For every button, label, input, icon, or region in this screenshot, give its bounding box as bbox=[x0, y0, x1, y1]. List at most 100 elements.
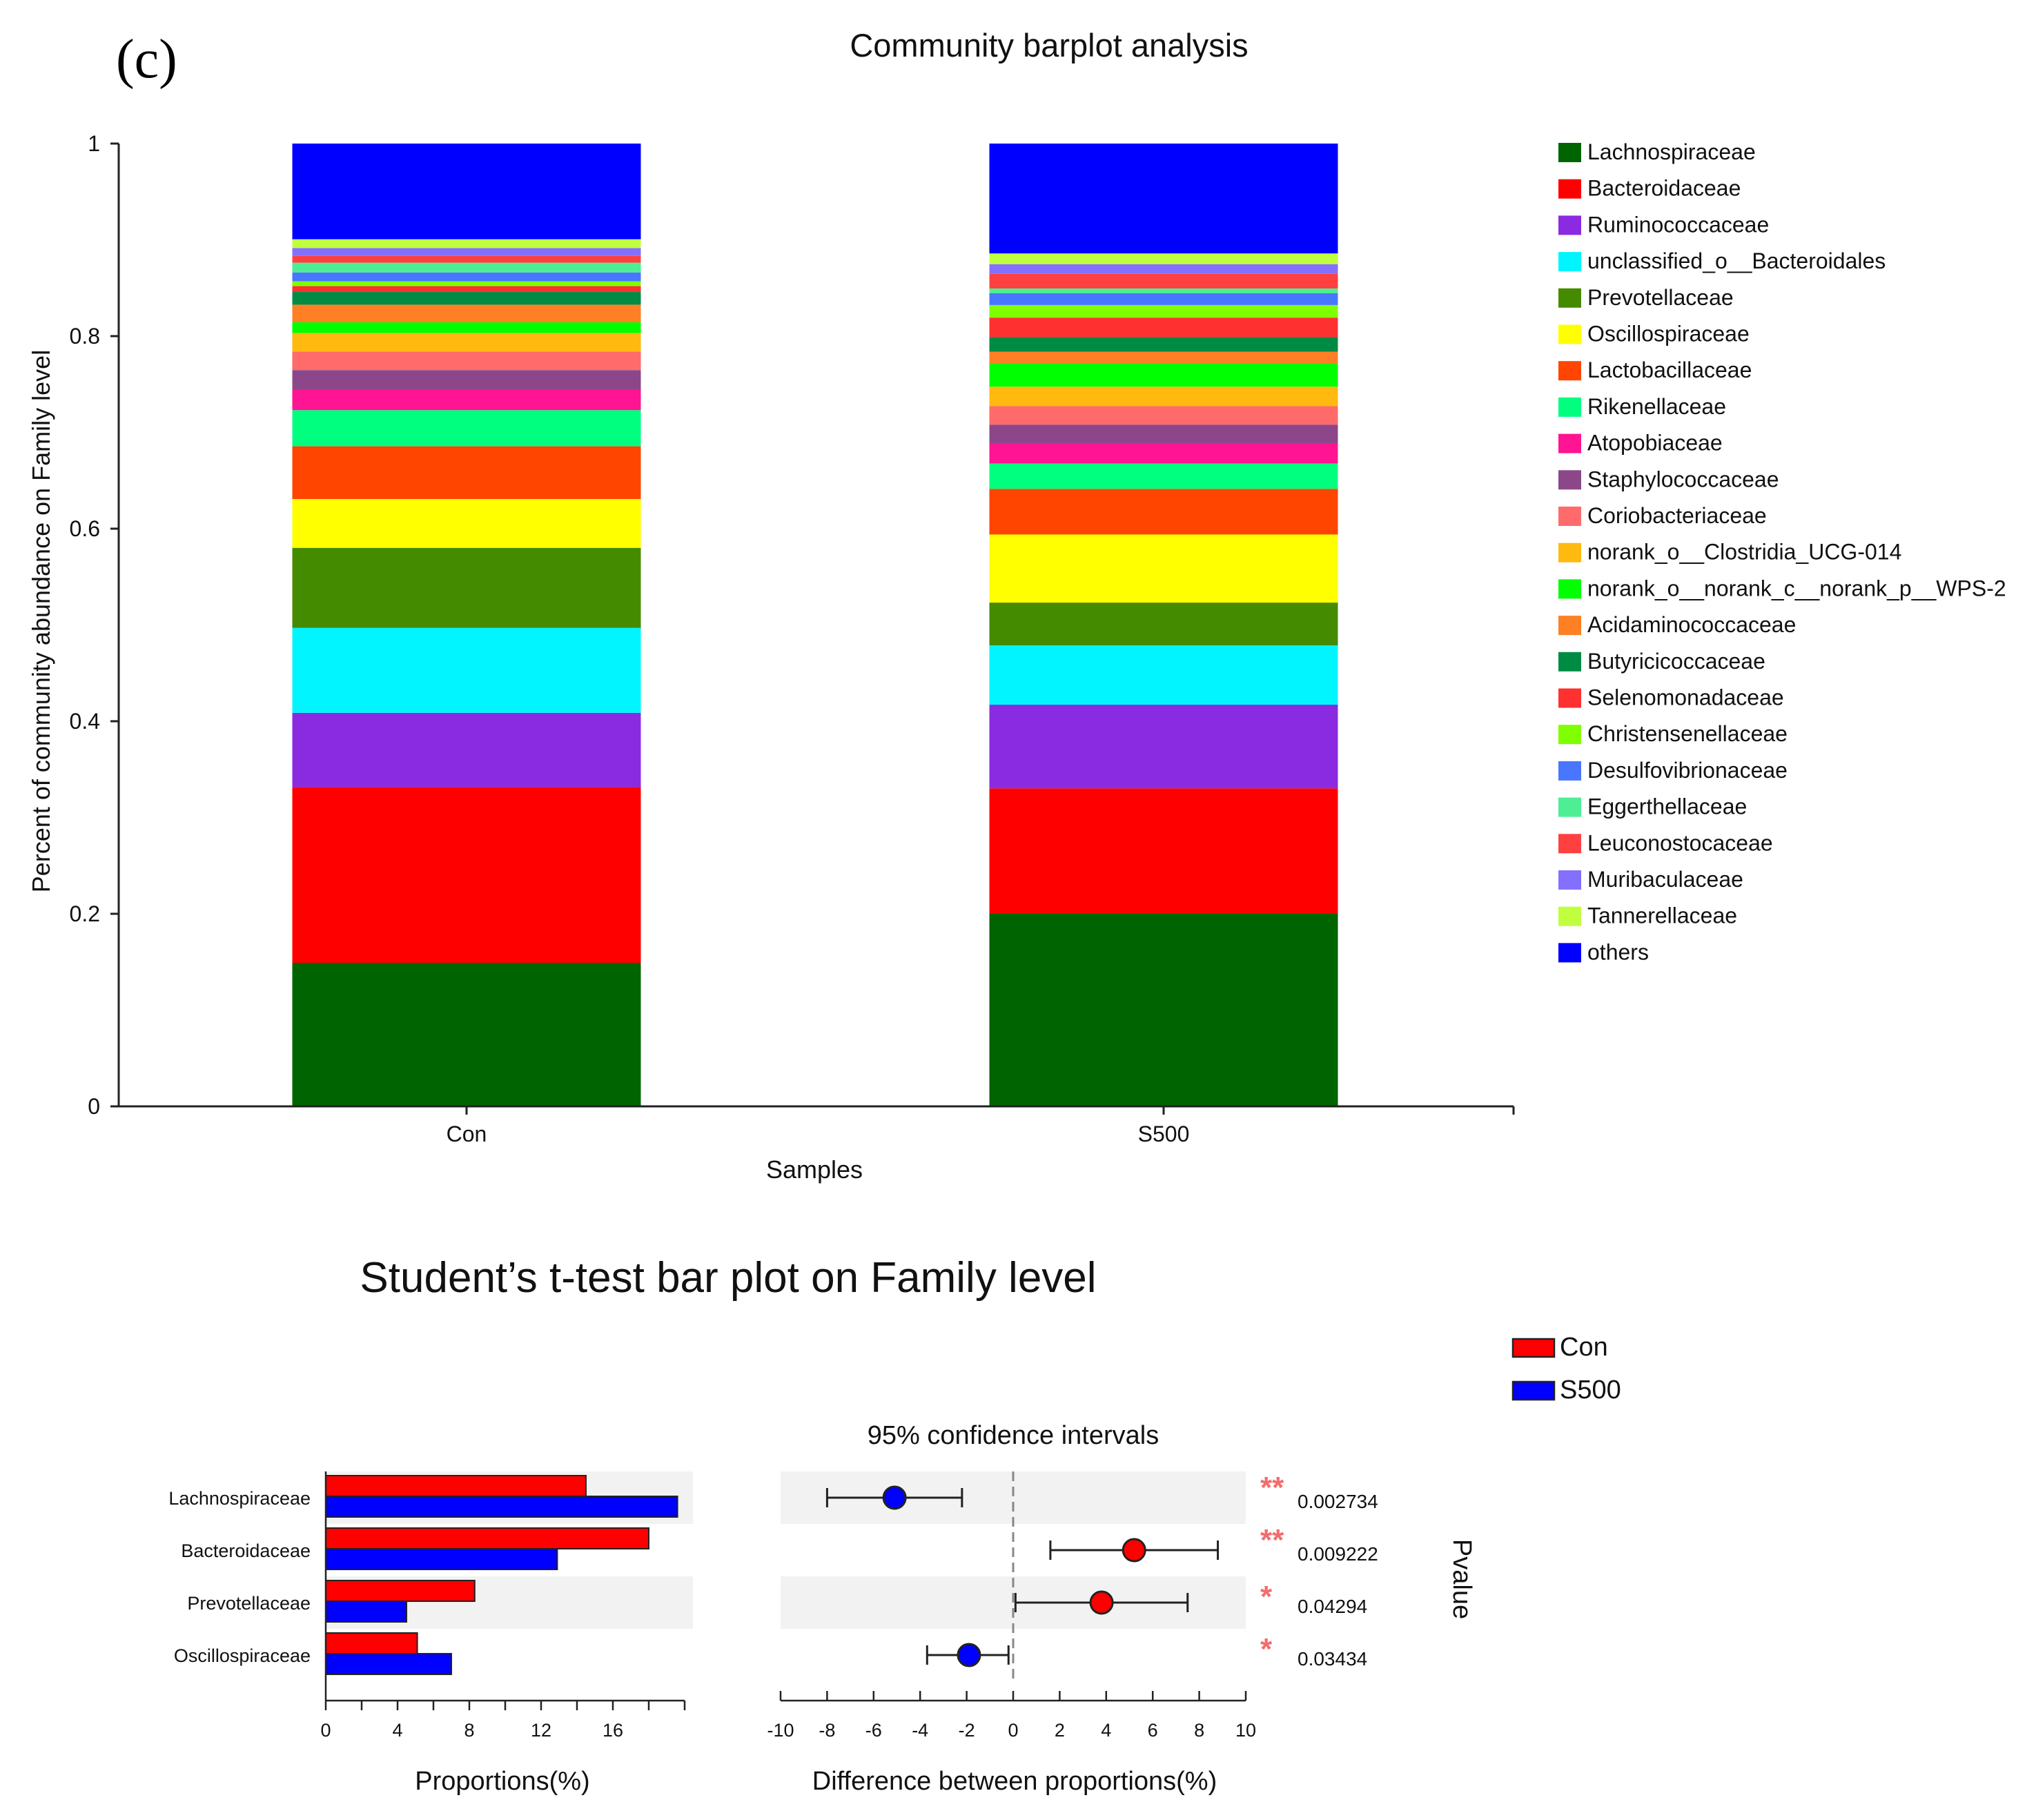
legend-swatch-17 bbox=[1558, 761, 1581, 781]
bar-s500-0 bbox=[325, 1496, 678, 1518]
stack-segment-con-14 bbox=[292, 292, 641, 305]
ci-tick-label-10: 10 bbox=[1235, 1720, 1256, 1741]
bar-con-3 bbox=[325, 1632, 418, 1654]
legend-swatch-0 bbox=[1558, 143, 1581, 162]
legend-swatch-22 bbox=[1558, 943, 1581, 963]
proportion-tick-label-3: 12 bbox=[531, 1720, 551, 1741]
stack-segment-s500-6 bbox=[989, 489, 1338, 535]
confidence-interval-marks: ** 0.002734 ** 0.009222 * 0.04294 * 0.03434 bbox=[825, 1471, 1378, 1681]
stack-segment-con-8 bbox=[292, 389, 641, 411]
stack-segment-con-9 bbox=[292, 370, 641, 390]
ci-tick-label-9: 8 bbox=[1194, 1720, 1204, 1741]
significance-stars-1: ** bbox=[1260, 1523, 1284, 1557]
panel-label: (c) bbox=[116, 29, 177, 90]
bar-con-2 bbox=[325, 1580, 476, 1602]
legend-label-0: Lachnospiraceae bbox=[1587, 139, 1756, 164]
legend-swatch-18 bbox=[1558, 797, 1581, 817]
stack-segment-con-12 bbox=[292, 322, 641, 333]
ttest-barplot-title: Student’s t-test bar plot on Family leve… bbox=[360, 1254, 1096, 1302]
legend-swatch-6 bbox=[1558, 361, 1581, 381]
stack-segment-s500-21 bbox=[989, 253, 1338, 264]
legend-swatch-21 bbox=[1558, 906, 1581, 926]
legend-label-18: Eggerthellaceae bbox=[1587, 794, 1747, 819]
y-tick-label-1: 0.2 bbox=[70, 901, 100, 926]
legend-label-9: Staphylococcaceae bbox=[1587, 467, 1779, 491]
ttest-proportion-axis: 0 4 8 12 16 bbox=[320, 1471, 686, 1741]
bar-con-0 bbox=[325, 1475, 587, 1497]
legend-label-1: Bacteroidaceae bbox=[1587, 176, 1741, 201]
stack-segment-con-16 bbox=[292, 281, 641, 286]
stack-segment-s500-2 bbox=[989, 705, 1338, 789]
stack-segment-con-11 bbox=[292, 333, 641, 352]
ci-tick-label-8: 6 bbox=[1148, 1720, 1158, 1741]
community-barplot: Community barplot analysis Percent of co… bbox=[27, 27, 2006, 1184]
y-tick-label-2: 0.4 bbox=[70, 709, 100, 734]
bar-s500-3 bbox=[325, 1653, 452, 1675]
legend-label-7: Rikenellaceae bbox=[1587, 394, 1726, 419]
confidence-interval-title: 95% confidence intervals bbox=[868, 1421, 1159, 1450]
pvalue-label-1: 0.009222 bbox=[1298, 1543, 1378, 1565]
pvalue-label-0: 0.002734 bbox=[1298, 1491, 1378, 1512]
pvalue-label-2: 0.04294 bbox=[1298, 1596, 1367, 1617]
legend-label-3: unclassified_o__Bacteroidales bbox=[1587, 248, 1886, 273]
ttest-legend-label-1: S500 bbox=[1560, 1376, 1621, 1405]
stack-segment-con-18 bbox=[292, 262, 641, 273]
ci-tick-label-1: -8 bbox=[819, 1720, 835, 1741]
legend-label-11: norank_o__Clostridia_UCG-014 bbox=[1587, 540, 1901, 565]
stack-segment-con-10 bbox=[292, 351, 641, 371]
ttest-proportion-x-axis-label: Proportions(%) bbox=[415, 1767, 589, 1796]
legend-swatch-7 bbox=[1558, 397, 1581, 417]
category-label-2: Prevotellaceae bbox=[187, 1593, 311, 1614]
legend-label-17: Desulfovibrionaceae bbox=[1587, 758, 1788, 783]
legend-label-14: Butyricicoccaceae bbox=[1587, 649, 1765, 674]
community-barplot-bars bbox=[292, 144, 1338, 1106]
stack-segment-s500-14 bbox=[989, 337, 1338, 352]
community-barplot-legend: Lachnospiraceae Bacteroidaceae Ruminococca… bbox=[1558, 139, 2006, 964]
proportion-tick-label-1: 4 bbox=[392, 1720, 402, 1741]
community-barplot-axes: Con S500 0 0.2 0.4 0.6 0.8 1 bbox=[70, 131, 1515, 1146]
legend-label-10: Coriobacteriaceae bbox=[1587, 503, 1767, 528]
ci-estimate-point-2 bbox=[1089, 1590, 1114, 1615]
bar-s500-2 bbox=[325, 1601, 407, 1623]
stack-segment-con-17 bbox=[292, 272, 641, 282]
stack-segment-s500-5 bbox=[989, 534, 1338, 603]
stack-segment-s500-9 bbox=[989, 424, 1338, 443]
legend-swatch-19 bbox=[1558, 834, 1581, 854]
stack-segment-con-6 bbox=[292, 446, 641, 499]
stack-segment-s500-10 bbox=[989, 406, 1338, 425]
proportion-tick-label-0: 0 bbox=[320, 1720, 331, 1741]
legend-swatch-9 bbox=[1558, 470, 1581, 490]
legend-swatch-3 bbox=[1558, 252, 1581, 272]
legend-label-19: Leuconostocaceae bbox=[1587, 830, 1773, 855]
proportion-tick-label-2: 8 bbox=[464, 1720, 474, 1741]
ttest-legend-swatch-0 bbox=[1511, 1338, 1556, 1358]
ttest-legend: Con S500 bbox=[1511, 1333, 1621, 1405]
bar-s500-1 bbox=[325, 1548, 558, 1570]
stack-segment-s500-19 bbox=[989, 273, 1338, 288]
stack-segment-s500-15 bbox=[989, 317, 1338, 337]
legend-label-15: Selenomonadaceae bbox=[1587, 685, 1784, 710]
legend-swatch-14 bbox=[1558, 652, 1581, 672]
community-barplot-y-axis-label: Percent of community abundance on Family… bbox=[27, 350, 55, 892]
legend-swatch-20 bbox=[1558, 870, 1581, 890]
legend-label-13: Acidaminococcaceae bbox=[1587, 612, 1796, 637]
stack-segment-s500-17 bbox=[989, 293, 1338, 305]
ci-tick-label-0: -10 bbox=[767, 1720, 794, 1741]
legend-swatch-10 bbox=[1558, 507, 1581, 526]
legend-label-16: Christensenellaceae bbox=[1587, 721, 1788, 746]
y-tick-label-4: 0.8 bbox=[70, 324, 100, 349]
stack-segment-s500-8 bbox=[989, 443, 1338, 464]
ttest-barplot: Student’s t-test bar plot on Family leve… bbox=[168, 1254, 1621, 1796]
confidence-interval-plot: 95% confidence intervals ** 0.002734** 0.0… bbox=[767, 1421, 1476, 1796]
legend-label-4: Prevotellaceae bbox=[1587, 285, 1734, 310]
stack-segment-con-21 bbox=[292, 239, 641, 248]
stack-segment-con-2 bbox=[292, 712, 641, 787]
stack-segment-s500-22 bbox=[989, 144, 1338, 254]
ci-tick-label-7: 4 bbox=[1101, 1720, 1111, 1741]
stack-segment-s500-0 bbox=[989, 914, 1338, 1106]
stack-segment-s500-3 bbox=[989, 645, 1338, 705]
ci-tick-label-5: 0 bbox=[1008, 1720, 1018, 1741]
pvalue-label-3: 0.03434 bbox=[1298, 1648, 1367, 1670]
legend-swatch-8 bbox=[1558, 433, 1581, 453]
